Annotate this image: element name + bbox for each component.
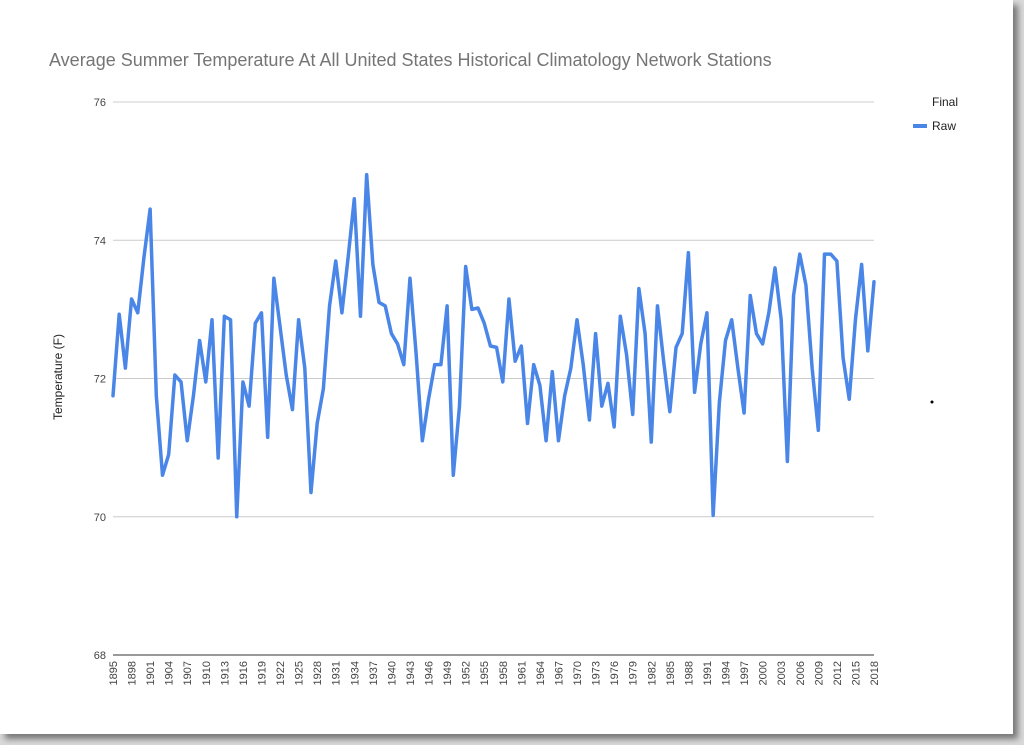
y-tick-label: 72	[94, 374, 106, 386]
x-tick-label: 2006	[795, 661, 807, 685]
y-axis-label: Temperature (F)	[51, 334, 65, 420]
x-tick-label: 1904	[164, 661, 176, 685]
x-tick-label: 2018	[869, 661, 881, 685]
x-tick-label: 1979	[628, 661, 640, 685]
x-tick-label: 1916	[238, 661, 250, 685]
x-tick-label: 1931	[331, 661, 343, 685]
x-tick-label: 1985	[665, 661, 677, 685]
x-tick-label: 1934	[349, 661, 361, 685]
x-tick-label: 1922	[275, 661, 287, 685]
y-tick-labels: 68 70 72 74 76	[94, 97, 106, 662]
chart-title: Average Summer Temperature At All United…	[49, 50, 772, 70]
x-tick-label: 1955	[479, 661, 491, 685]
x-tick-label: 1928	[312, 661, 324, 685]
x-tick-label: 1898	[127, 661, 139, 685]
series-layer	[111, 172, 876, 519]
x-tick-labels: 1895 1898 1901 1904 1907 1910 1913 1916 1919 1922…	[108, 661, 881, 685]
legend-item-final[interactable]: Final	[932, 95, 958, 109]
stray-dot	[930, 400, 934, 404]
x-tick-label: 1997	[739, 661, 751, 685]
x-tick-label: 1967	[553, 661, 565, 685]
x-tick-label: 1910	[201, 661, 213, 685]
series-line-raw	[111, 172, 876, 519]
x-tick-label: 1925	[294, 661, 306, 685]
x-tick-label: 2009	[813, 661, 825, 685]
gridlines	[113, 101, 874, 656]
x-tick-label: 1895	[108, 661, 120, 685]
y-tick-label: 74	[94, 235, 106, 247]
x-tick-label: 1991	[702, 661, 714, 685]
chart-frame: Average Summer Temperature At All United…	[0, 0, 1013, 734]
x-tick-label: 1964	[535, 661, 547, 685]
y-tick-label: 68	[94, 650, 106, 662]
x-tick-label: 2012	[832, 661, 844, 685]
x-tick-label: 2003	[776, 661, 788, 685]
x-tick-label: 1913	[219, 661, 231, 685]
x-tick-label: 1988	[683, 661, 695, 685]
x-tick-label: 1982	[646, 661, 658, 685]
x-tick-label: 1919	[256, 661, 268, 685]
x-tick-label: 1940	[386, 661, 398, 685]
x-tick-label: 1994	[721, 661, 733, 685]
x-tick-label: 1958	[498, 661, 510, 685]
x-tick-label: 1973	[591, 661, 603, 685]
x-tick-label: 2000	[758, 661, 770, 685]
x-tick-label: 1907	[182, 661, 194, 685]
x-tick-label: 1961	[516, 661, 528, 685]
x-tick-label: 1970	[572, 661, 584, 685]
x-tick-label: 1943	[405, 661, 417, 685]
x-tick-label: 1949	[442, 661, 454, 685]
y-tick-label: 70	[94, 512, 106, 524]
x-tick-label: 1946	[424, 661, 436, 685]
x-tick-label: 1937	[368, 661, 380, 685]
x-tick-label: 2015	[850, 661, 862, 685]
y-tick-label: 76	[94, 97, 106, 109]
legend-item-raw[interactable]: Raw	[932, 119, 956, 133]
x-tick-label: 1952	[461, 661, 473, 685]
x-tick-label: 1976	[609, 661, 621, 685]
legend[interactable]: Final Raw	[913, 95, 958, 133]
x-tick-label: 1901	[145, 661, 157, 685]
